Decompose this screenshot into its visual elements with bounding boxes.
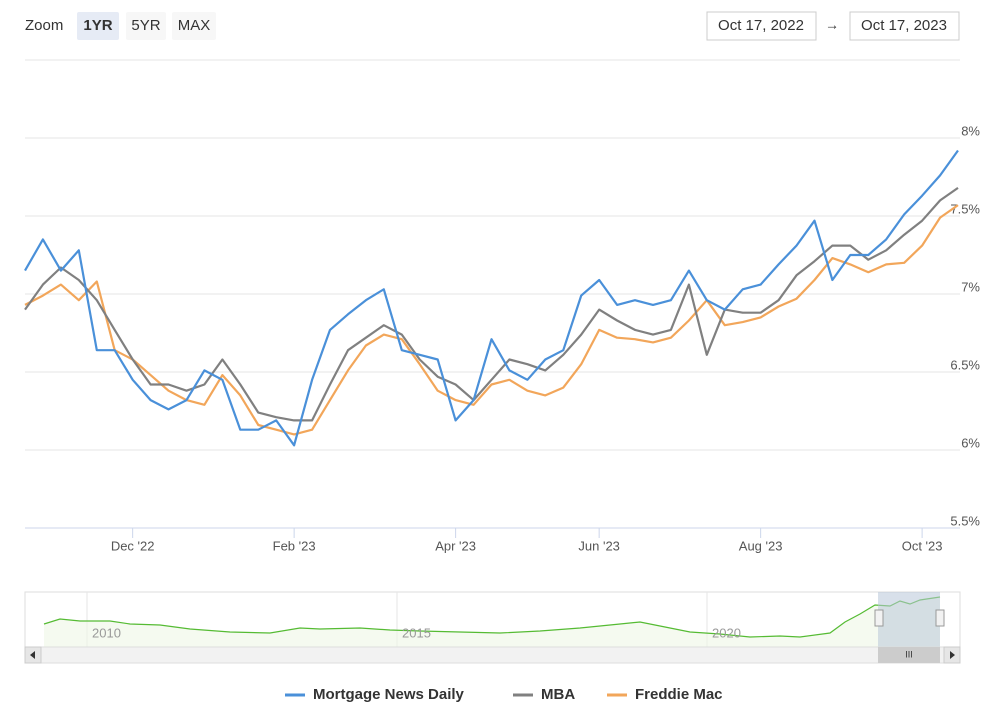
x-tick-label: Feb '23: [273, 538, 316, 553]
range-to-box[interactable]: [849, 11, 960, 41]
y-tick-label: 7.5%: [950, 201, 980, 216]
range-separator: →: [825, 17, 839, 33]
series-line: [24, 149, 959, 447]
navigator-label: 2010: [92, 625, 121, 640]
navigator-selection[interactable]: [878, 592, 940, 647]
navigator-label: 2020: [712, 625, 741, 640]
zoom-button[interactable]: [77, 12, 119, 40]
range-from[interactable]: Oct 17, 2022: [718, 17, 804, 34]
x-tick-label: Oct '23: [902, 538, 943, 553]
scrollbar-thumb[interactable]: [878, 647, 940, 663]
navigator: 2010 2015 2020 III: [24, 591, 961, 664]
scroll-left-arrow: [30, 651, 35, 659]
scrollbar-grip: III: [905, 649, 913, 659]
x-tick-label: Apr '23: [435, 538, 476, 553]
range-from-box[interactable]: [706, 11, 817, 41]
series-line: [24, 204, 959, 436]
x-tick-label: Dec '22: [111, 538, 155, 553]
legend-label[interactable]: Freddie Mac: [635, 686, 723, 703]
navigator-handle[interactable]: [874, 609, 884, 627]
y-tick-label: 6%: [961, 435, 980, 450]
scrollbar-track[interactable]: [24, 646, 961, 664]
legend-label[interactable]: MBA: [541, 686, 575, 703]
x-tick-label: Aug '23: [739, 538, 783, 553]
y-tick-label: 8%: [961, 123, 980, 138]
x-tick-label: Jun '23: [578, 538, 620, 553]
series-line: [24, 186, 959, 422]
zoom-button-label[interactable]: 1YR: [83, 17, 112, 34]
navigator-area: [44, 597, 940, 647]
navigator-label: 2015: [402, 625, 431, 640]
zoom-buttons: 1YR 5YR MAX: [77, 12, 216, 40]
navigator-line: [43, 596, 941, 638]
navigator-handle[interactable]: [935, 609, 945, 627]
y-tick-label: 6.5%: [950, 357, 980, 372]
zoom-button-label[interactable]: MAX: [178, 17, 211, 34]
zoom-button[interactable]: [126, 12, 166, 40]
range-to[interactable]: Oct 17, 2023: [861, 17, 947, 34]
y-tick-label: 5.5%: [950, 513, 980, 528]
zoom-label: Zoom: [25, 17, 63, 34]
y-tick-label: 7%: [961, 279, 980, 294]
scroll-right-arrow: [950, 651, 955, 659]
legend-label[interactable]: Mortgage News Daily: [313, 686, 465, 703]
zoom-button[interactable]: [172, 12, 216, 40]
zoom-button-label[interactable]: 5YR: [131, 17, 160, 34]
